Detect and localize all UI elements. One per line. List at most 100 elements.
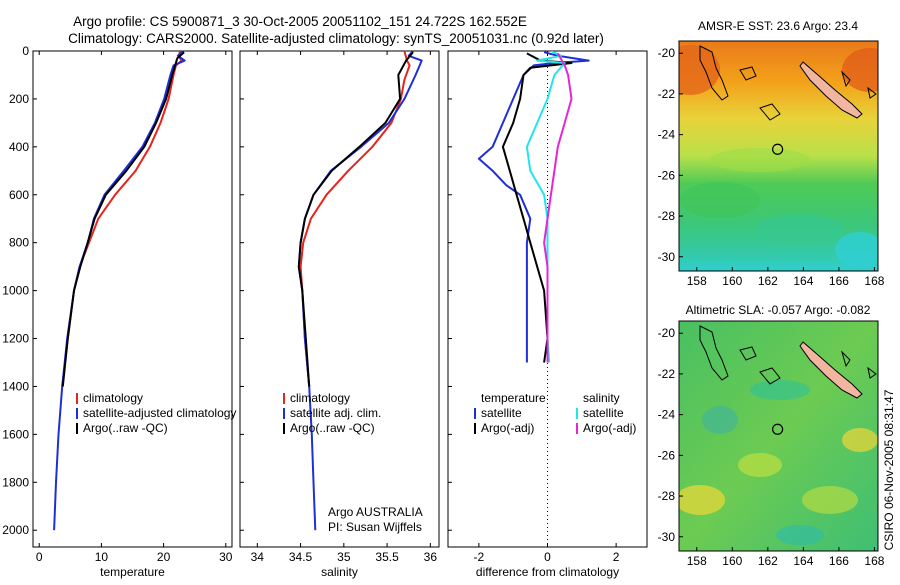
temperature-xtick-label: 20 — [157, 550, 171, 564]
salinity-xtick-label: 34.5 — [289, 550, 313, 564]
salinity-xtick-label: 35.5 — [375, 550, 399, 564]
sla_map-xtick-label: 166 — [829, 554, 849, 568]
temperature-ytick-label: 200 — [9, 92, 29, 106]
sla_map-xtick-label: 168 — [864, 554, 884, 568]
temperature-xtick-label: 10 — [95, 550, 109, 564]
temperature-ytick-label: 0 — [22, 44, 29, 58]
sla-map-panel: Altimetric SLA: -0.057 Argo: -0.082 158 1… — [658, 303, 885, 568]
sst-map-axes: 158 160 162 164 166 168 -20 -22 -24 -26 -28 -30 — [658, 46, 885, 288]
salinity-xtick-label: 34 — [251, 550, 265, 564]
sst-landmass — [799, 61, 863, 119]
sst_map-ytick-label: -30 — [658, 250, 676, 264]
difference-series — [477, 51, 590, 363]
sla_map-ytick-label: -26 — [658, 448, 676, 462]
sst_map-xtick-label: 164 — [793, 274, 813, 288]
credit-timestamp: CSIRO 06-Nov-2005 08:31:47 — [882, 389, 896, 550]
float-annotation: Argo AUSTRALIA — [328, 505, 423, 519]
salinity-legend-label: satellite adj. clim. — [290, 406, 381, 420]
salinity-series-argo-raw-qc — [297, 51, 414, 387]
sst_map-ytick-label: -24 — [658, 128, 676, 142]
sla_map-ytick-label: -28 — [658, 489, 676, 503]
temperature-legend-label: Argo(..raw -QC) — [83, 421, 168, 435]
salinity-xlabel: salinity — [321, 565, 358, 579]
sst_map-ytick-label: -28 — [658, 209, 676, 223]
sla_map-ytick-label: -20 — [658, 326, 676, 340]
salinity-xtick-label: 35 — [337, 550, 351, 564]
salinity-panel: 34 34.5 35 35.5 36 salinity climatologysatelli… — [239, 50, 440, 579]
difference-series-temperature-argo-adj — [501, 52, 573, 363]
figure-title-line1: Argo profile: CS 5900871_3 30-Oct-2005 2… — [73, 14, 527, 29]
difference-legend-label: satellite — [481, 406, 522, 420]
temperature-panel: 0 10 20 30 0 200 400 600 800 1000 1200 1400 1600 1800… — [2, 44, 236, 579]
temperature-series-argo-raw-qc — [61, 51, 185, 387]
temperature-legend-label: climatology — [83, 391, 143, 405]
temperature-ytick-label: 1000 — [2, 284, 29, 298]
sla_map-xtick-label: 158 — [687, 554, 707, 568]
difference-legend-heading: salinity — [583, 391, 620, 405]
sla_map-ytick-label: -30 — [658, 530, 676, 544]
sst_map-xtick-label: 168 — [864, 274, 884, 288]
difference-legend-label: Argo(-adj) — [481, 421, 534, 435]
sst_map-xtick-label: 158 — [687, 274, 707, 288]
difference-legend: temperature salinitysatelliteArgo(-adj)sa… — [474, 391, 636, 435]
difference-xlabel: difference from climatology — [476, 565, 619, 579]
profile-panels: 0 10 20 30020040060080010001200140016001800… — [2, 44, 648, 579]
temperature-ytick-label: 1800 — [2, 475, 29, 489]
salinity-axes-box — [239, 50, 440, 548]
sla-argo-position-marker — [772, 423, 784, 435]
sst-texture — [679, 45, 878, 268]
temperature-xlabel: temperature — [100, 565, 165, 579]
difference-legend-label: Argo(-adj) — [583, 421, 636, 435]
sst-argo-position-marker — [772, 143, 784, 155]
sst_map-ytick-label: -22 — [658, 87, 676, 101]
salinity-legend-label: Argo(..raw -QC) — [290, 421, 375, 435]
difference-xtick-label: 0 — [544, 550, 551, 564]
temperature-ytick-label: 1400 — [2, 379, 29, 393]
temperature-series — [53, 51, 186, 531]
sla_map-xtick-label: 162 — [758, 554, 778, 568]
figure-title-line2: Climatology: CARS2000. Satellite-adjuste… — [68, 31, 604, 46]
salinity-xtick-label: 36 — [424, 550, 438, 564]
sst_map-xtick-label: 166 — [829, 274, 849, 288]
temperature-ytick-label: 400 — [9, 140, 29, 154]
sla-coastlines — [699, 325, 877, 399]
temperature-series-satellite-adjusted-climatology — [53, 51, 186, 531]
sla_map-xtick-label: 164 — [793, 554, 813, 568]
difference-legend-label: satellite — [583, 406, 624, 420]
difference-legend-heading: temperature — [481, 391, 546, 405]
sst_map-ytick-label: -26 — [658, 168, 676, 182]
sla-map-axes: 158 160 162 164 166 168 -20 -22 -24 -26 -28 -30 — [658, 326, 885, 568]
difference-series-temperature-satellite — [477, 51, 590, 363]
sst-map-panel: AMSR-E SST: 23.6 Argo: 23.4 158 160 162 164… — [658, 19, 885, 288]
sst_map-xtick-label: 160 — [722, 274, 742, 288]
sst-coastlines — [699, 45, 877, 121]
temperature-ytick-label: 2000 — [2, 523, 29, 537]
sst-map-title: AMSR-E SST: 23.6 Argo: 23.4 — [698, 19, 858, 33]
temperature-ytick-label: 800 — [9, 236, 29, 250]
temperature-axes-box — [32, 50, 233, 548]
sla-texture — [679, 380, 878, 545]
sla-landmass — [799, 341, 863, 399]
difference-xtick-label: 2 — [613, 550, 620, 564]
sst_map-xtick-label: 162 — [758, 274, 778, 288]
sst_map-ytick-label: -20 — [658, 46, 676, 60]
temperature-ytick-label: 600 — [9, 188, 29, 202]
sla_map-ytick-label: -22 — [658, 367, 676, 381]
temperature-ytick-label: 1200 — [2, 332, 29, 346]
difference-series-salinity-argo-adj — [543, 52, 573, 363]
difference-xtick-label: -2 — [474, 550, 485, 564]
salinity-series — [297, 51, 423, 531]
temperature-ytick-label: 1600 — [2, 427, 29, 441]
sla_map-xtick-label: 160 — [722, 554, 742, 568]
sla_map-ytick-label: -24 — [658, 408, 676, 422]
sla-map-title: Altimetric SLA: -0.057 Argo: -0.082 — [686, 303, 871, 317]
temperature-xtick-label: 30 — [219, 550, 233, 564]
temperature-xtick-label: 0 — [36, 550, 43, 564]
salinity-legend-label: climatology — [290, 391, 350, 405]
temperature-legend-label: satellite-adjusted climatology — [83, 406, 236, 420]
float-annotation: PI: Susan Wijffels — [328, 520, 422, 534]
